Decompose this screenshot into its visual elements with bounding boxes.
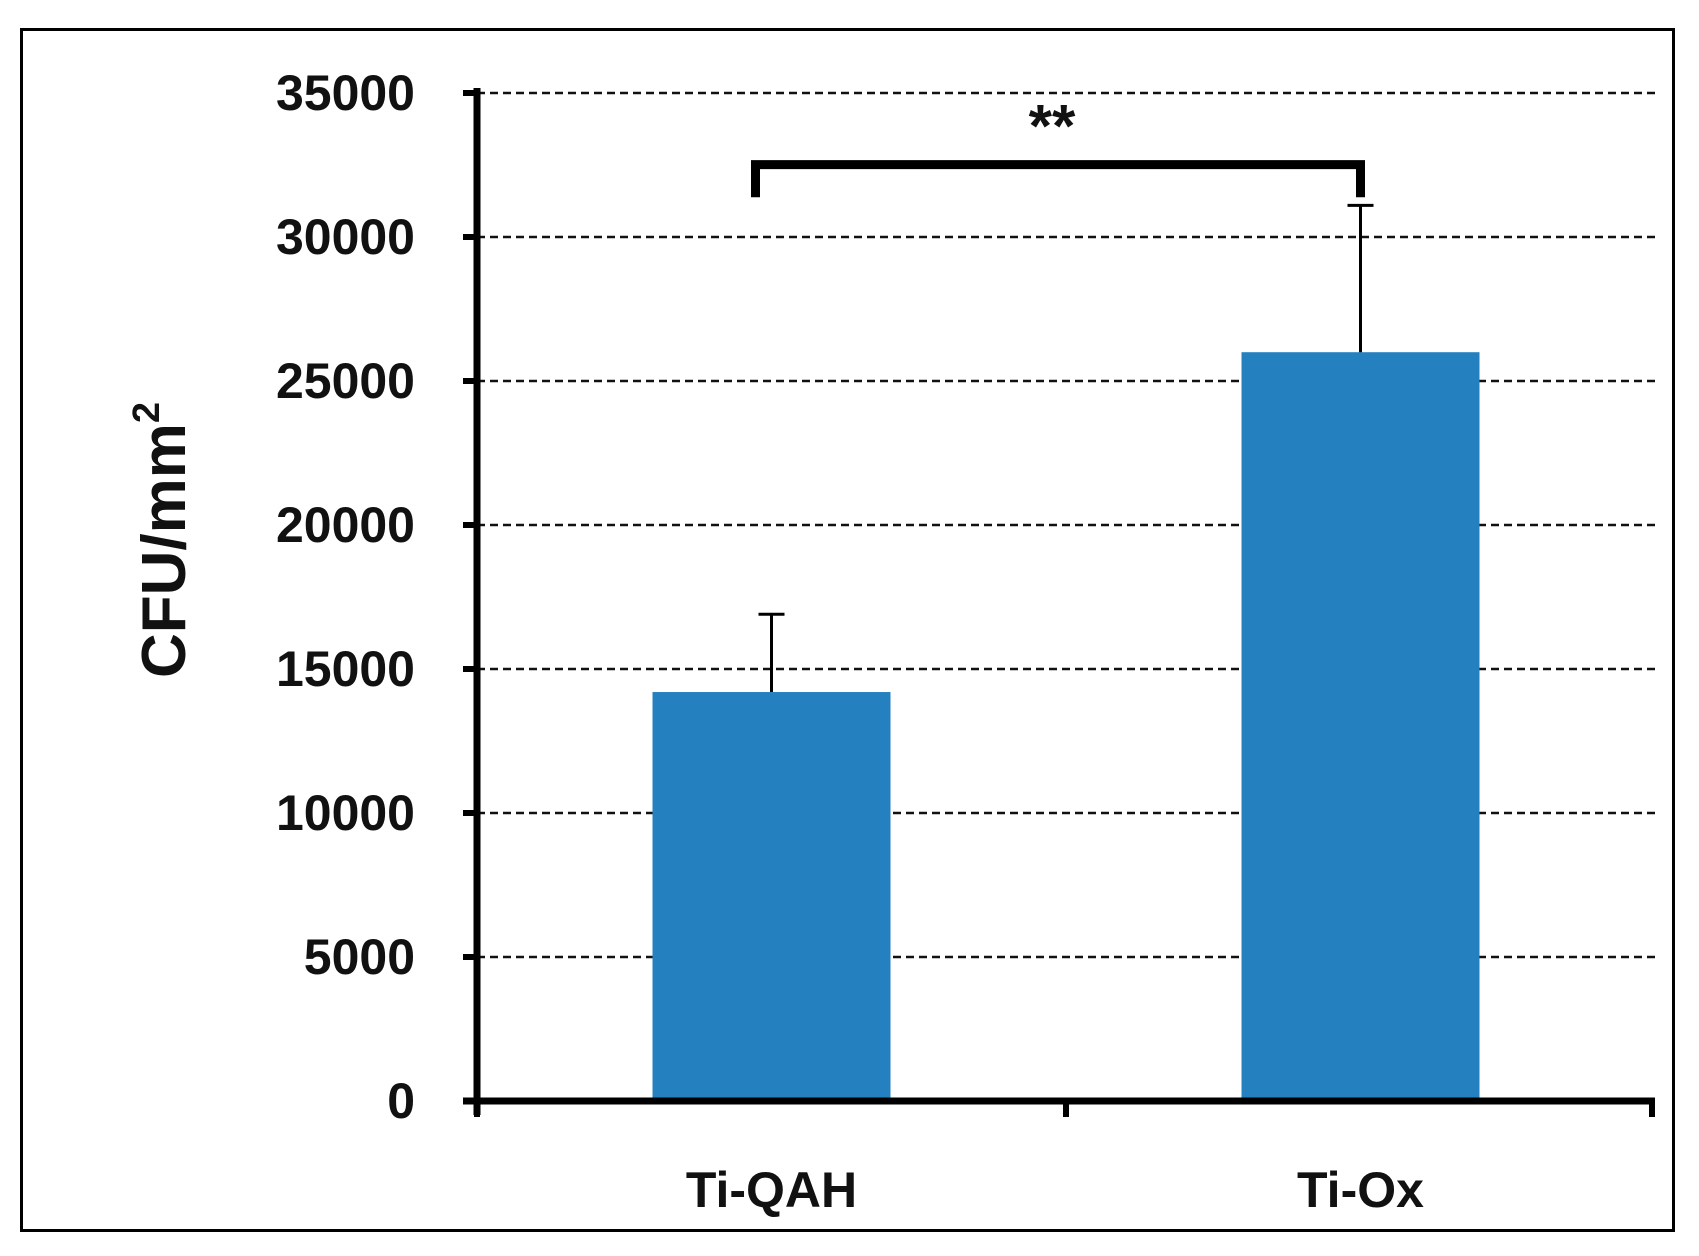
y-axis-title: CFU/mm2 [126, 402, 199, 678]
y-axis-title-superscript: 2 [126, 402, 168, 423]
y-tick-label: 0 [387, 1073, 415, 1129]
x-tick-label: Ti-Ox [1297, 1162, 1424, 1218]
bars [652, 203, 1480, 1101]
bar [652, 692, 891, 1101]
y-tick-label: 5000 [304, 929, 415, 985]
significance-bracket [751, 160, 1365, 198]
y-tick-label: 15000 [276, 641, 415, 697]
y-tick-label: 25000 [276, 353, 415, 409]
y-tick-label: 20000 [276, 497, 415, 553]
y-tick-label: 10000 [276, 785, 415, 841]
y-tick-label: 35000 [276, 65, 415, 121]
significance-label: ** [1029, 93, 1076, 160]
y-axis-title-text: CFU/mm [130, 423, 199, 678]
labels: 0 5000 10000 15000 20000 25000 30000 35000 Ti-QA… [276, 65, 1424, 1218]
bar [1241, 352, 1480, 1101]
axes [463, 88, 1655, 1117]
x-tick-label: Ti-QAH [686, 1162, 857, 1218]
y-tick-label: 30000 [276, 209, 415, 265]
